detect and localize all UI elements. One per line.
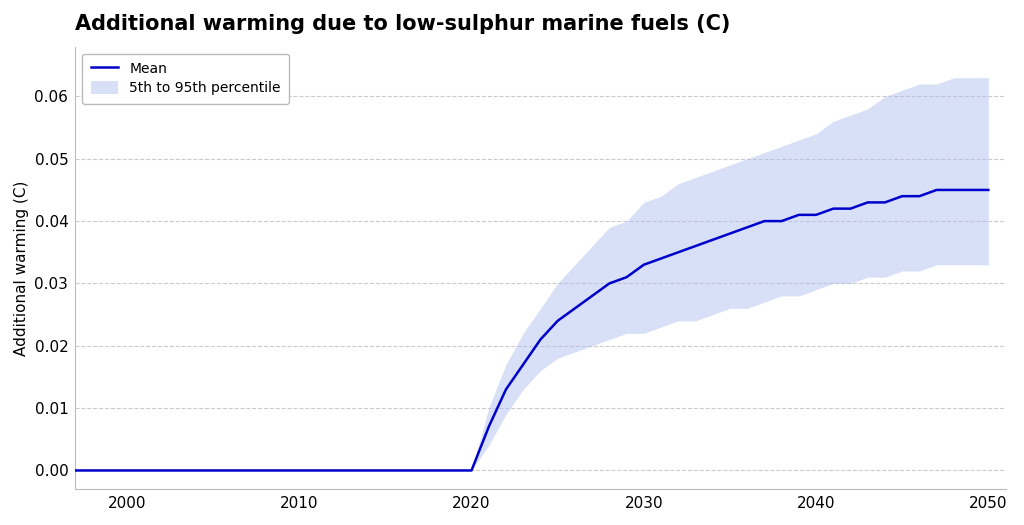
Legend: Mean, 5th to 95th percentile: Mean, 5th to 95th percentile — [82, 54, 289, 104]
Y-axis label: Additional warming (C): Additional warming (C) — [14, 180, 29, 355]
Text: Additional warming due to low-sulphur marine fuels (C): Additional warming due to low-sulphur ma… — [75, 14, 731, 34]
